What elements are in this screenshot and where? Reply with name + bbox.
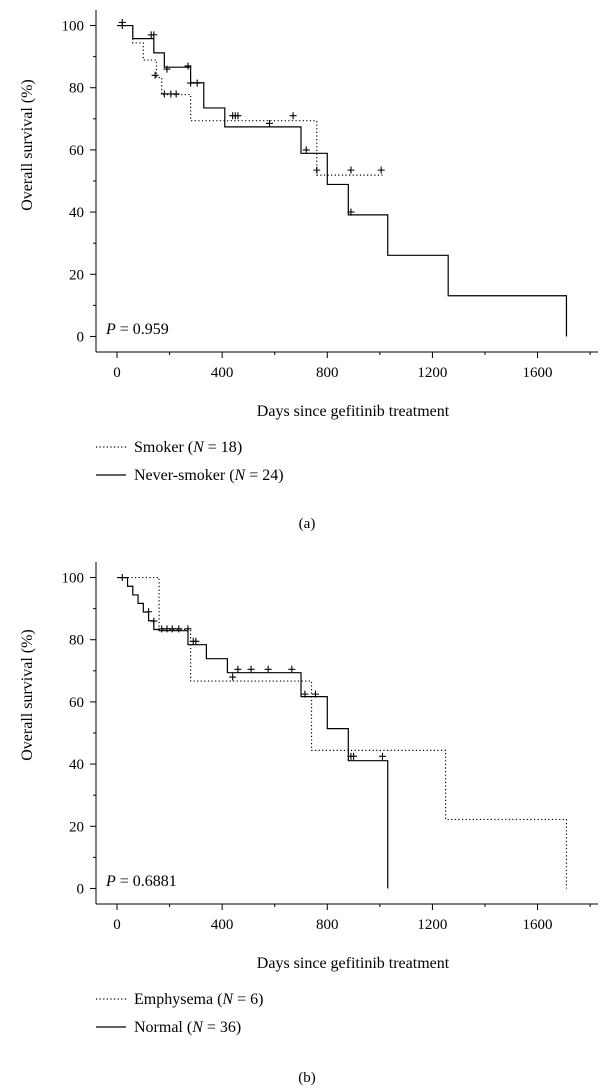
censor-mark <box>289 112 297 120</box>
censor-mark <box>150 617 158 625</box>
y-tick-label: 40 <box>69 757 84 773</box>
y-axis-title-b: Overall survival (%) <box>19 629 36 761</box>
x-tick-label: 1600 <box>523 917 553 933</box>
censor-mark <box>175 625 183 633</box>
x-tick-label: 400 <box>211 917 234 933</box>
censor-mark <box>347 208 355 216</box>
legend-a: Smoker (N = 18) Never-smoker (N = 24) <box>96 439 284 484</box>
x-tick-label: 0 <box>113 365 121 381</box>
survival-curve-dotted <box>117 24 383 176</box>
censor-mark <box>302 146 310 154</box>
panel-a: 0 20 40 60 80 100 0 400 800 1200 1600 P = 0.959 Da… <box>19 10 598 532</box>
censor-mark <box>193 79 201 87</box>
censor-mark <box>145 608 153 616</box>
curves-a <box>117 18 568 337</box>
censor-mark <box>187 79 195 87</box>
y-tick-label: 0 <box>77 329 85 345</box>
p-value-a: P = 0.959 <box>105 321 169 338</box>
x-axis-title-b: Days since gefitinib treatment <box>257 955 450 972</box>
censor-mark <box>378 752 386 760</box>
censor-mark <box>350 752 358 760</box>
axes-b: 0 20 40 60 80 100 0 400 800 1200 1600 <box>62 562 598 933</box>
survival-curve-dotted <box>117 576 568 889</box>
censor-mark <box>311 690 319 698</box>
panel-label-b: (b) <box>298 1070 316 1086</box>
legend-b: Emphysema (N = 6) Normal (N = 36) <box>96 991 263 1036</box>
censor-mark <box>160 90 168 98</box>
censor-mark <box>168 625 176 633</box>
x-tick-label: 1200 <box>417 365 447 381</box>
censor-mark <box>301 690 309 698</box>
censor-mark <box>118 574 126 582</box>
censor-mark <box>288 665 296 673</box>
censor-mark <box>150 31 158 39</box>
censor-mark <box>151 71 159 79</box>
panel-label-a: (a) <box>299 516 316 532</box>
x-tick-label: 1600 <box>523 365 553 381</box>
x-tick-label: 0 <box>113 917 121 933</box>
y-tick-label: 40 <box>69 205 84 221</box>
panel-b: 0 20 40 60 80 100 0 400 800 1200 1600 P = 0.6881 D… <box>19 562 598 1086</box>
y-tick-label: 60 <box>69 143 84 159</box>
censor-mark <box>234 112 242 120</box>
legend-label-never-smoker: Never-smoker (N = 24) <box>134 467 284 484</box>
censor-mark <box>347 166 355 174</box>
curves-b <box>117 574 568 889</box>
y-tick-label: 20 <box>69 267 84 283</box>
censor-mark <box>184 62 192 70</box>
y-tick-label: 100 <box>62 19 85 35</box>
survival-curve-solid <box>117 576 389 889</box>
x-tick-label: 400 <box>211 365 234 381</box>
y-tick-label: 80 <box>69 81 84 97</box>
axes-a: 0 20 40 60 80 100 0 400 800 1200 1600 <box>62 10 598 381</box>
y-tick-label: 80 <box>69 633 84 649</box>
x-tick-label: 1200 <box>417 917 447 933</box>
censor-mark <box>229 673 237 681</box>
censor-mark <box>313 166 321 174</box>
y-axis-title-a: Overall survival (%) <box>19 79 36 211</box>
legend-label-emphysema: Emphysema (N = 6) <box>134 991 263 1008</box>
legend-label-normal: Normal (N = 36) <box>134 1019 241 1036</box>
y-tick-label: 20 <box>69 819 84 835</box>
censor-mark <box>377 166 385 174</box>
p-value-b: P = 0.6881 <box>105 873 177 890</box>
x-axis-title-a: Days since gefitinib treatment <box>257 403 450 420</box>
y-tick-label: 60 <box>69 695 84 711</box>
y-tick-label: 100 <box>62 571 85 587</box>
censor-mark <box>247 665 255 673</box>
censor-mark <box>184 625 192 633</box>
survival-curve-solid <box>117 24 568 337</box>
censor-mark <box>264 665 272 673</box>
censor-mark <box>265 119 273 127</box>
censor-mark <box>118 18 126 26</box>
censor-mark <box>234 665 242 673</box>
legend-label-smoker: Smoker (N = 18) <box>134 439 242 456</box>
censor-mark <box>172 90 180 98</box>
x-tick-label: 800 <box>316 917 339 933</box>
y-tick-label: 0 <box>77 881 85 897</box>
censor-mark <box>192 637 200 645</box>
x-tick-label: 800 <box>316 365 339 381</box>
